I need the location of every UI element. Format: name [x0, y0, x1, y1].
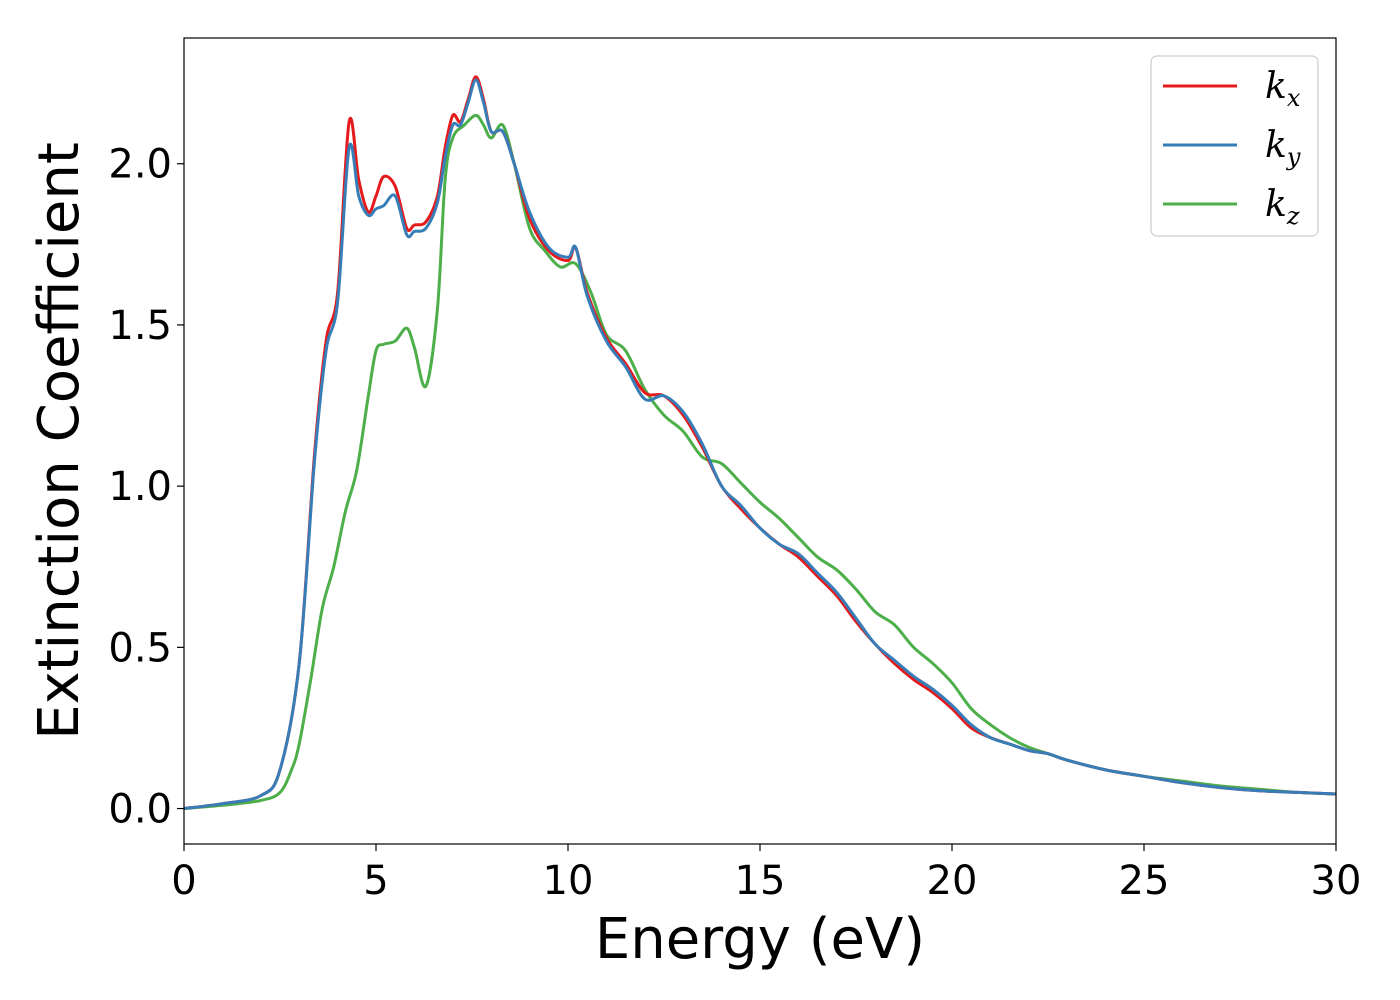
legend-label-kx: kx — [1265, 66, 1301, 112]
x-tick-label: 5 — [363, 858, 388, 904]
x-tick-label: 30 — [1311, 858, 1362, 904]
series-lines — [184, 75, 1336, 811]
legend: kx ky kz — [1150, 55, 1319, 237]
x-tick-label: 15 — [735, 858, 786, 904]
y-axis-label: Extinction Coefficient — [27, 142, 92, 740]
plot-area — [184, 38, 1336, 844]
y-tick-label: 0.0 — [108, 787, 172, 833]
x-axis-label: Energy (eV) — [595, 907, 925, 972]
x-tick-label: 10 — [543, 858, 594, 904]
series-line-ky — [184, 78, 1336, 811]
plot-background — [184, 38, 1336, 844]
x-tick-label: 25 — [1119, 858, 1170, 904]
series-line-kz — [184, 113, 1336, 811]
legend-label-ky: ky — [1265, 125, 1301, 171]
legend-label-kz: kz — [1265, 184, 1300, 230]
x-tick-label: 20 — [927, 858, 978, 904]
axes: 0 5 10 15 20 25 30 0.0 0.5 1.0 1.5 2.0 — [108, 37, 1362, 904]
y-tick-label: 1.0 — [108, 464, 172, 510]
x-tick-label: 0 — [171, 858, 196, 904]
y-tick-label: 0.5 — [108, 625, 172, 671]
y-tick-label: 2.0 — [108, 142, 172, 188]
y-tick-label: 1.5 — [108, 303, 172, 349]
